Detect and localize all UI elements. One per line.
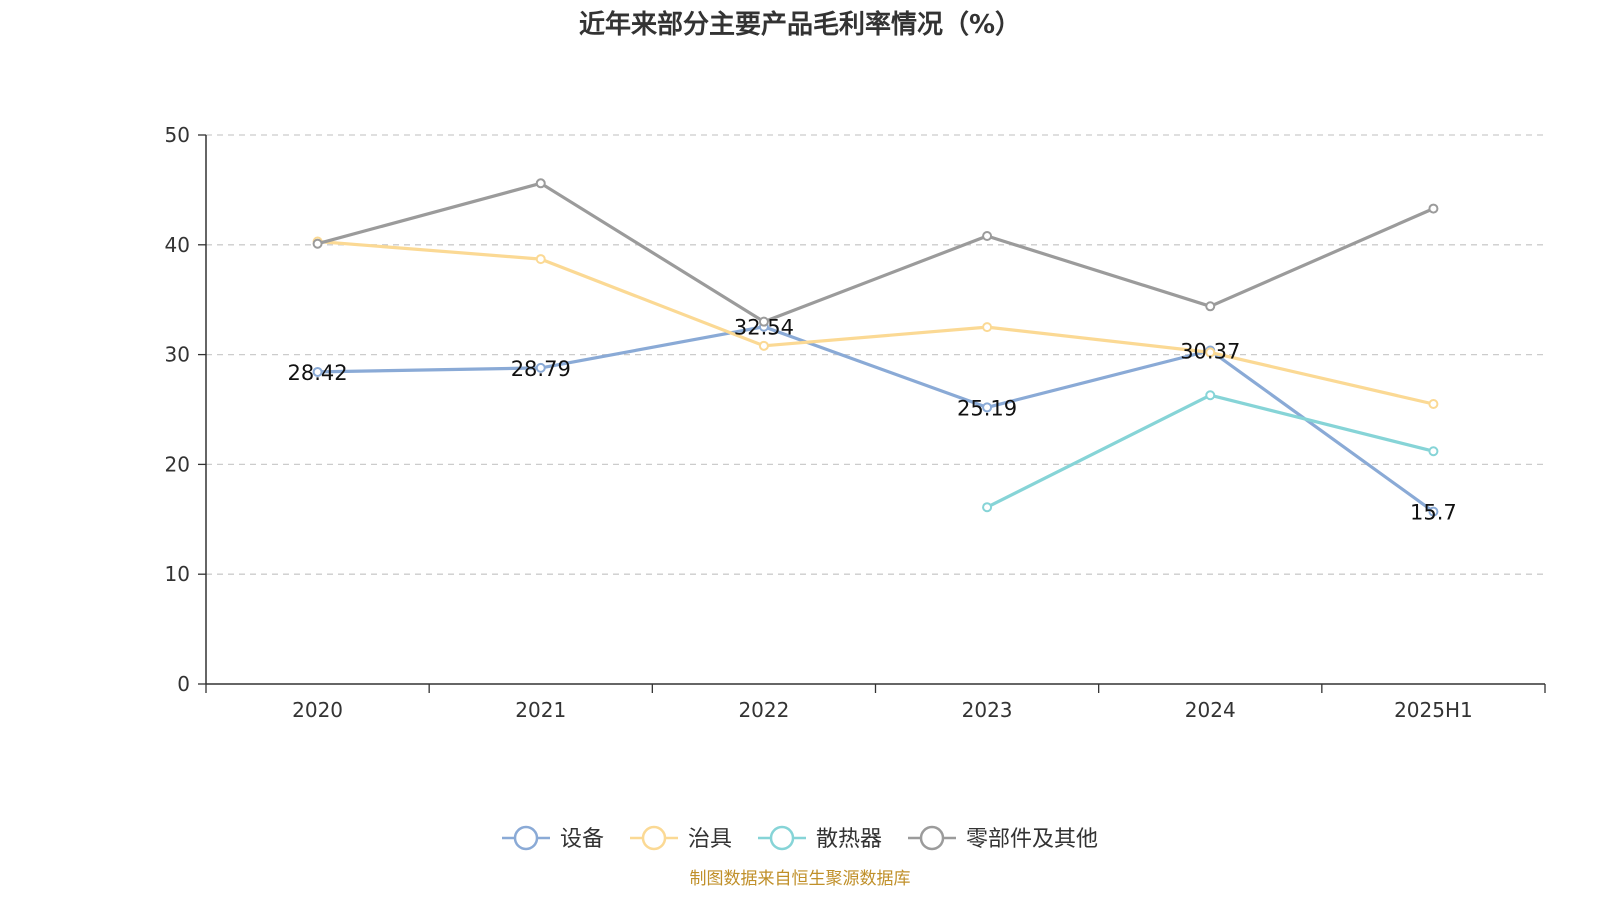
data-label: 15.7 (1410, 501, 1457, 525)
series-layer (312, 178, 1439, 517)
data-point (1428, 399, 1439, 410)
data-point (982, 402, 993, 413)
data-point (535, 254, 546, 265)
data-point (1205, 347, 1216, 358)
series-line-2 (986, 393, 1434, 509)
legend-marker (919, 825, 945, 851)
legend: 设备 治具 散热器 零部件及其他 (502, 825, 1098, 852)
y-tick-label: 30 (165, 343, 190, 367)
data-point (758, 340, 769, 351)
data-point (1205, 301, 1216, 312)
legend-marker (513, 825, 539, 851)
legend-item-2: 散热器 (758, 825, 882, 852)
y-tick-label: 50 (165, 123, 190, 147)
y-tick-label: 20 (165, 452, 190, 476)
data-point (312, 238, 323, 249)
legend-item-0: 设备 (502, 825, 604, 852)
data-point (982, 322, 993, 333)
x-tick-label: 2021 (515, 698, 566, 722)
data-label: 28.42 (288, 361, 348, 385)
data-point (535, 362, 546, 373)
legend-label: 设备 (560, 827, 604, 852)
legend-label: 散热器 (816, 827, 882, 852)
x-tick-label: 2025H1 (1394, 698, 1473, 722)
data-point (1428, 506, 1439, 517)
chart-title: 近年来部分主要产品毛利率情况（%） (579, 9, 1021, 40)
legend-marker (641, 825, 667, 851)
y-tick-label: 10 (165, 562, 190, 586)
x-tick-label: 2023 (962, 698, 1013, 722)
data-label: 32.54 (734, 316, 794, 340)
y-tick-label: 40 (165, 233, 190, 257)
series-line-0 (317, 325, 1435, 513)
data-label-layer: 28.42 28.79 32.54 25.19 30.37 15.7 (288, 316, 1457, 525)
series-line-3 (317, 181, 1435, 324)
x-tick-label: 2022 (738, 698, 789, 722)
legend-item-1: 治具 (630, 825, 732, 852)
data-point (982, 231, 993, 242)
legend-label: 零部件及其他 (966, 827, 1098, 852)
axis-layer: 0 10 20 30 40 50 2020 2021 2022 2023 2024 2025H1 (165, 123, 1546, 722)
source-note: 制图数据来自恒生聚源数据库 (690, 869, 911, 889)
data-label: 25.19 (957, 396, 1017, 420)
data-label: 28.79 (511, 357, 571, 381)
data-point (1205, 390, 1216, 401)
data-point (312, 366, 323, 377)
data-label: 30.37 (1180, 340, 1240, 364)
legend-item-3: 零部件及其他 (908, 825, 1098, 852)
series-line-1 (317, 239, 1434, 406)
x-tick-label: 2020 (292, 698, 343, 722)
data-point (535, 178, 546, 189)
legend-label: 治具 (688, 827, 732, 852)
y-tick-label: 0 (177, 672, 190, 696)
legend-marker (769, 825, 795, 851)
data-point (758, 316, 769, 327)
data-point (1428, 446, 1439, 457)
data-point (982, 502, 993, 513)
grid-layer (206, 134, 1545, 575)
x-tick-label: 2024 (1185, 698, 1236, 722)
data-point (1428, 203, 1439, 214)
